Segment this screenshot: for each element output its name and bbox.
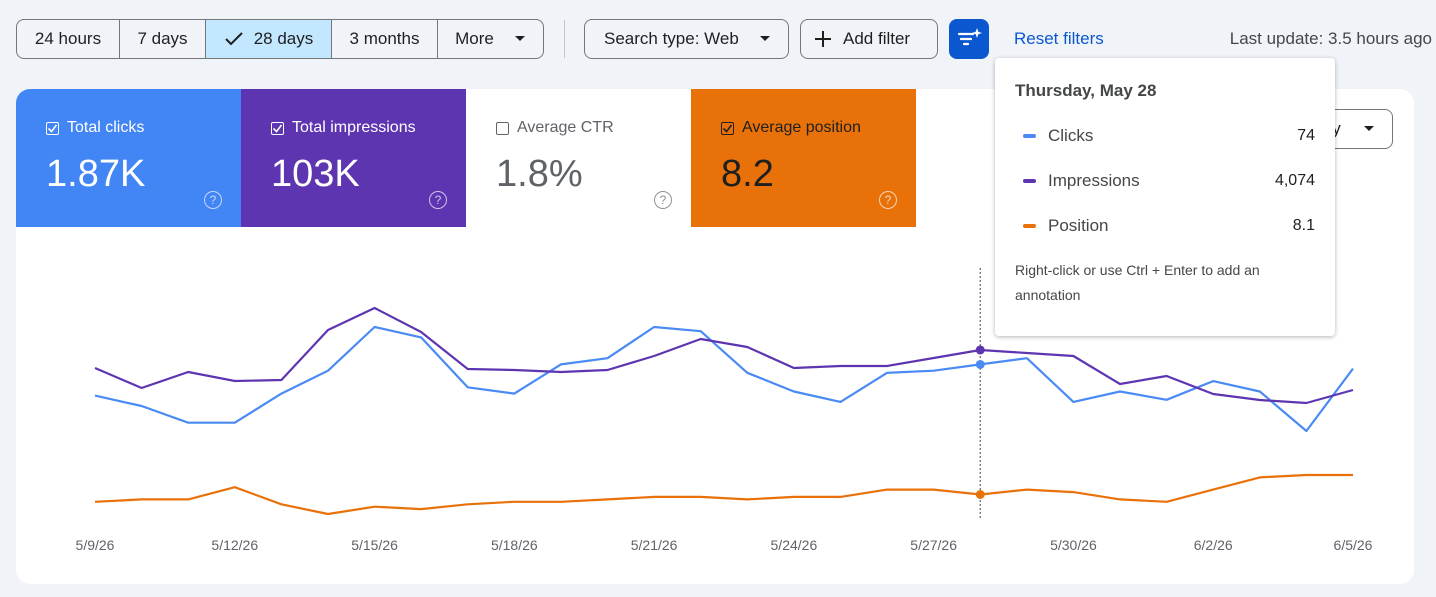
metric-tile[interactable]: Average CTR 1.8%? — [466, 89, 691, 227]
metric-label: Average CTR — [517, 119, 614, 136]
metric-label: Total clicks — [67, 119, 145, 136]
metric-value: 1.8% — [496, 153, 583, 195]
metric-label-row: Average position — [721, 119, 861, 137]
series-name: Position — [1048, 216, 1109, 235]
checkbox — [721, 121, 734, 135]
add-filter-button[interactable]: Add filter — [800, 19, 938, 59]
hover-point — [975, 359, 985, 369]
series-value: 4,074 — [1274, 172, 1315, 189]
date-range-label: 24 hours — [34, 29, 102, 48]
arrow — [514, 36, 525, 41]
series-line — [94, 306, 1354, 405]
x-tick-label: 6/5/26 — [1334, 537, 1373, 553]
search-type-label: Search type: Web — [604, 29, 739, 48]
date-range-label: More — [455, 29, 494, 48]
tooltip: Thursday, May 28 Right-click or use Ctrl… — [995, 58, 1335, 336]
check-icon — [47, 124, 58, 133]
search-type-button[interactable]: Search type: Web — [584, 19, 789, 59]
x-tick-label: 5/24/26 — [771, 537, 818, 553]
filter-icon — [957, 28, 982, 46]
metric-tile[interactable]: Total impressions 103K? — [241, 89, 466, 227]
check-icon — [272, 124, 283, 133]
check-icon — [722, 124, 733, 133]
date-range-button[interactable]: 7 days — [119, 19, 206, 59]
series-value: 74 — [1297, 127, 1315, 144]
checkbox — [271, 121, 284, 135]
metric-tile[interactable]: Average position 8.2? — [691, 89, 916, 227]
last-update: Last update: 3.5 hours ago — [1229, 29, 1432, 48]
date-range-label: 7 days — [137, 29, 188, 48]
dropdown-icon — [1363, 126, 1374, 131]
date-range-label: 3 months — [349, 29, 420, 48]
tooltip-note: Right-click or use Ctrl + Enter to add a… — [1015, 262, 1260, 303]
x-tick-label: 5/27/26 — [910, 537, 957, 553]
metric-value: 1.87K — [46, 153, 146, 195]
plus-icon — [815, 31, 831, 47]
metric-label: Average position — [742, 119, 861, 136]
x-tick-label: 5/21/26 — [631, 537, 678, 553]
legend-dash — [1023, 224, 1036, 228]
series-name: Impressions — [1048, 171, 1140, 190]
divider — [564, 20, 565, 58]
series-value: 8.1 — [1292, 217, 1315, 234]
date-range-button[interactable]: 24 hours — [16, 19, 120, 59]
help-icon: ? — [429, 191, 447, 209]
metric-tile[interactable]: Total clicks 1.87K? — [16, 89, 241, 227]
metric-value: 8.2 — [721, 153, 774, 195]
metric-label-row: Total impressions — [271, 119, 416, 137]
check-icon — [225, 32, 243, 46]
series-line — [94, 325, 1354, 433]
date-range-button[interactable]: More — [437, 19, 544, 59]
reset-filters-link[interactable]: Reset filters — [1014, 29, 1104, 48]
check-path — [272, 124, 283, 133]
help-icon: ? — [204, 191, 222, 209]
tooltip-row: Impressions 4,074 — [1023, 169, 1315, 193]
help-icon: ? — [654, 191, 672, 209]
metric-label-row: Total clicks — [46, 119, 144, 137]
check-path — [722, 124, 733, 133]
check-path — [225, 32, 243, 46]
date-range-button[interactable]: 3 months — [331, 19, 438, 59]
legend-dash — [1023, 179, 1036, 183]
dropdown-icon — [514, 36, 525, 41]
add-filter-label: Add filter — [843, 29, 911, 48]
metric-label: Total impressions — [292, 119, 416, 136]
hover-point — [975, 345, 985, 355]
hover-point — [975, 490, 985, 499]
metric-value: 103K — [271, 153, 360, 195]
metric-label-row: Average CTR — [496, 119, 614, 137]
legend-dash — [1023, 134, 1036, 138]
checkbox — [46, 121, 59, 135]
filter-ai-button[interactable] — [949, 19, 989, 59]
x-tick-label: 5/9/26 — [76, 537, 115, 553]
x-tick-label: 5/18/26 — [491, 537, 538, 553]
date-range-button[interactable]: 28 days — [205, 19, 332, 59]
checkbox — [496, 121, 509, 135]
dropdown-icon — [759, 36, 770, 41]
check-path — [47, 124, 58, 133]
tooltip-date: Thursday, May 28 — [1015, 81, 1157, 100]
x-tick-label: 5/15/26 — [351, 537, 398, 553]
help-icon: ? — [879, 191, 897, 209]
tooltip-row: Clicks 74 — [1023, 124, 1315, 148]
series-line — [94, 473, 1353, 516]
x-tick-label: 6/2/26 — [1194, 537, 1233, 553]
x-tick-label: 5/30/26 — [1050, 537, 1097, 553]
series-name: Clicks — [1048, 126, 1094, 145]
date-range-label: 28 days — [253, 29, 314, 48]
tooltip-row: Position 8.1 — [1023, 214, 1315, 238]
x-tick-label: 5/12/26 — [211, 537, 258, 553]
